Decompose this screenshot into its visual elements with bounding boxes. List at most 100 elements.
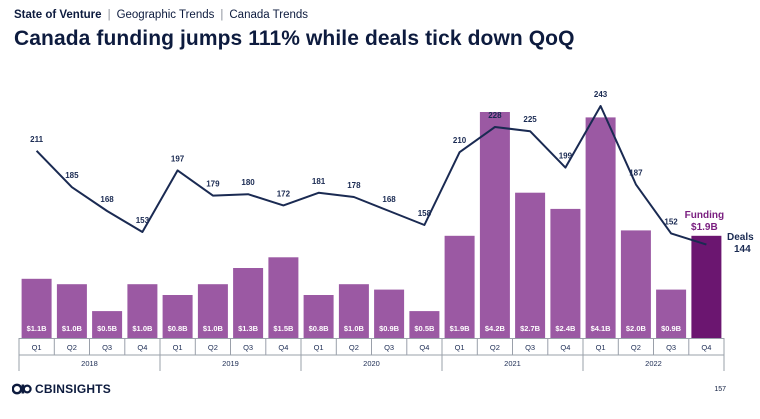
funding-bar <box>127 284 158 338</box>
funding-bar-label: $2.4B <box>555 324 576 333</box>
page-title: Canada funding jumps 111% while deals ti… <box>14 27 575 50</box>
x-tick-label: Q3 <box>525 343 535 352</box>
x-tick-label: Q2 <box>349 343 359 352</box>
funding-bar-label: $2.0B <box>626 324 647 333</box>
deals-data-label: 152 <box>664 217 678 226</box>
funding-bar <box>197 284 228 338</box>
funding-bar-label: $0.9B <box>379 324 400 333</box>
x-tick-label: Q4 <box>137 343 147 352</box>
deals-data-label: 199 <box>559 152 573 161</box>
x-tick-label: Q2 <box>490 343 500 352</box>
deals-line <box>35 105 707 246</box>
funding-bar-label: $0.8B <box>168 324 189 333</box>
deals-data-label: 168 <box>382 195 396 204</box>
year-label: 2020 <box>363 359 380 368</box>
funding-bar <box>233 268 264 338</box>
deals-data-label: 178 <box>347 181 361 190</box>
deals-data-label: 197 <box>171 154 185 163</box>
funding-bar-label: $1.0B <box>132 324 153 333</box>
deals-data-label: 210 <box>453 136 467 145</box>
breadcrumb-item-geographic-trends: Geographic Trends <box>116 9 215 21</box>
funding-bar-label: $0.8B <box>309 324 330 333</box>
x-tick-label: Q4 <box>701 343 711 352</box>
x-tick-label: Q1 <box>173 343 183 352</box>
breadcrumb-separator: | <box>220 9 224 21</box>
funding-bar <box>656 289 687 338</box>
funding-bar-label: $2.7B <box>520 324 541 333</box>
deals-data-label: 153 <box>136 216 150 225</box>
x-tick-label: Q1 <box>455 343 465 352</box>
funding-bar-label: $1.5B <box>273 324 294 333</box>
funding-bar-label: $4.2B <box>485 324 506 333</box>
deals-data-label: 168 <box>100 195 114 204</box>
x-tick-label: Q2 <box>67 343 77 352</box>
deals-callout-value: 144 <box>734 244 751 255</box>
funding-bar-label: $1.9B <box>450 324 471 333</box>
x-tick-label: Q4 <box>278 343 288 352</box>
funding-bar-label: $1.0B <box>62 324 83 333</box>
breadcrumb-item-state-of-venture: State of Venture <box>14 9 102 21</box>
deals-callout-name: Deals <box>727 232 754 243</box>
deals-data-label: 180 <box>241 178 255 187</box>
funding-bar <box>162 295 193 338</box>
funding-bar <box>374 289 405 338</box>
funding-bar-label: $1.3B <box>238 324 259 333</box>
breadcrumb: State of Venture | Geographic Trends | Canad… <box>14 9 308 21</box>
funding-bar <box>409 311 440 338</box>
funding-bar-label: $1.0B <box>344 324 365 333</box>
deals-data-label: 211 <box>30 135 43 144</box>
funding-bar <box>444 235 475 338</box>
funding-bar-label: $0.5B <box>97 324 118 333</box>
funding-callout-name: Funding <box>685 210 724 221</box>
funding-bar-label: $4.1B <box>591 324 612 333</box>
x-tick-label: Q3 <box>666 343 676 352</box>
brand-name: CBINSIGHTS <box>35 382 112 396</box>
funding-bar <box>303 295 334 338</box>
breadcrumb-separator: | <box>107 9 111 21</box>
funding-bar-label: $0.9B <box>661 324 682 333</box>
deals-data-label: 179 <box>206 180 220 189</box>
deals-data-label: 181 <box>312 177 326 186</box>
deals-data-label: 243 <box>594 90 608 99</box>
year-label: 2018 <box>81 359 98 368</box>
deals-data-label: 187 <box>629 168 643 177</box>
x-tick-label: Q1 <box>596 343 606 352</box>
funding-bar-label: $0.5B <box>414 324 435 333</box>
brand-logo: CBINSIGHTS <box>12 382 111 396</box>
funding-bar <box>56 284 87 338</box>
funding-bar <box>691 235 722 338</box>
funding-bar <box>479 112 510 338</box>
breadcrumb-item-canada-trends: Canada Trends <box>229 9 309 21</box>
x-tick-label: Q3 <box>384 343 394 352</box>
x-tick-label: Q1 <box>32 343 42 352</box>
funding-bar <box>585 117 616 339</box>
x-tick-label: Q2 <box>208 343 218 352</box>
funding-bar <box>550 208 581 338</box>
funding-bar <box>620 230 651 338</box>
x-tick-label: Q3 <box>243 343 253 352</box>
deals-data-label: 228 <box>488 111 502 120</box>
x-tick-label: Q4 <box>419 343 429 352</box>
funding-bar-label: $1.0B <box>203 324 224 333</box>
deals-data-label: 185 <box>65 171 79 180</box>
funding-bar <box>268 257 299 338</box>
deals-data-label: 225 <box>523 115 537 124</box>
x-tick-label: Q2 <box>631 343 641 352</box>
funding-bar-label: $1.1B <box>27 324 48 333</box>
funding-bar <box>21 278 52 338</box>
x-tick-label: Q4 <box>560 343 570 352</box>
deals-data-label: 172 <box>277 189 291 198</box>
cb-logo-icon <box>12 383 32 395</box>
year-label: 2019 <box>222 359 239 368</box>
funding-callout-value: $1.9B <box>691 222 718 233</box>
deals-data-label: 158 <box>418 209 432 218</box>
funding-bar <box>338 284 369 338</box>
funding-bar <box>92 311 123 338</box>
funding-bar <box>515 192 546 338</box>
year-label: 2021 <box>504 359 521 368</box>
year-label: 2022 <box>645 359 662 368</box>
x-tick-label: Q1 <box>314 343 324 352</box>
page-number: 157 <box>714 386 726 393</box>
x-tick-label: Q3 <box>102 343 112 352</box>
